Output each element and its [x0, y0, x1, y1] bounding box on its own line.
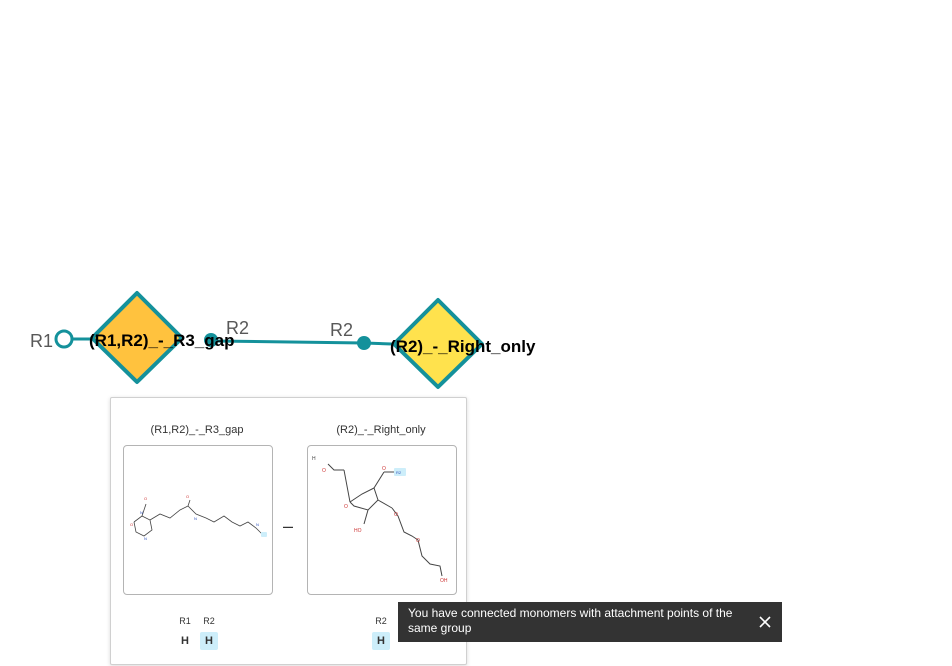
- right-monomer-title: (R2)_-_Right_only: [336, 424, 426, 436]
- r2-attachment-point-right[interactable]: [357, 336, 371, 350]
- svg-text:H: H: [312, 456, 316, 462]
- svg-text:N: N: [194, 516, 197, 521]
- right-ap-r2-value: H: [372, 632, 390, 650]
- separator: –: [283, 516, 294, 536]
- left-structure-preview: O O O N N N N: [123, 445, 273, 595]
- warning-toast: You have connected monomers with attachm…: [398, 602, 782, 642]
- monomer-2-name: (R2)_-_Right_only: [390, 337, 536, 356]
- svg-text:O: O: [322, 468, 326, 474]
- right-ap-r2: R2 H: [369, 614, 393, 650]
- left-monomer-title: (R1,R2)_-_R3_gap: [150, 424, 244, 436]
- svg-text:OH: OH: [440, 578, 448, 584]
- right-ap-r2-name: R2: [375, 616, 387, 626]
- svg-text:O: O: [130, 522, 133, 527]
- svg-text:O: O: [382, 466, 386, 472]
- svg-text:O: O: [394, 512, 398, 518]
- left-ap-r2: R2 H: [197, 614, 221, 650]
- toast-close-button[interactable]: [754, 611, 776, 633]
- svg-text:N: N: [140, 510, 143, 515]
- svg-text:O: O: [186, 494, 189, 499]
- svg-text:O: O: [144, 496, 147, 501]
- r2-label-right: R2: [330, 320, 353, 340]
- monomer-1-shape[interactable]: [90, 291, 184, 384]
- toast-message: You have connected monomers with attachm…: [408, 606, 733, 635]
- svg-text:HO: HO: [354, 528, 362, 534]
- right-structure-preview: O O O O O HO OH H R2: [307, 445, 457, 595]
- svg-text:O: O: [416, 538, 420, 544]
- left-ap-r2-value: H: [200, 632, 218, 650]
- left-ap-r1: R1 H: [173, 614, 197, 650]
- r1-attachment-point[interactable]: [54, 329, 74, 349]
- svg-text:N: N: [144, 536, 147, 541]
- svg-text:R2: R2: [396, 470, 402, 475]
- monomer-1-name: (R1,R2)_-_R3_gap: [89, 331, 235, 350]
- monomer-2-shape[interactable]: [392, 298, 484, 389]
- left-ap-r1-name: R1: [179, 616, 191, 626]
- svg-text:N: N: [256, 522, 259, 527]
- left-ap-r2-name: R2: [203, 616, 215, 626]
- r2-attachment-point-left[interactable]: [204, 333, 218, 347]
- svg-text:O: O: [344, 504, 348, 510]
- r2-label-left: R2: [226, 318, 249, 338]
- bond-line[interactable]: [212, 339, 365, 345]
- left-structure-drawing: O O O N N N N: [130, 494, 267, 541]
- right-structure-drawing: O O O O O HO OH H R2: [312, 456, 448, 584]
- left-ap-r1-value: H: [181, 635, 189, 647]
- close-icon: [759, 616, 771, 628]
- r1-label: R1: [30, 331, 53, 351]
